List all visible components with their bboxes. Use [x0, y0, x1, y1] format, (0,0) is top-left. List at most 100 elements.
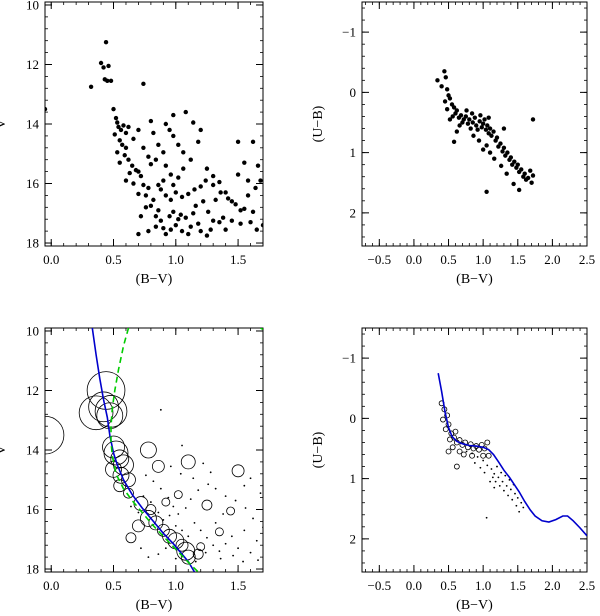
x-tick-label: −0.5 — [368, 252, 392, 267]
data-point — [218, 190, 223, 195]
data-point — [167, 127, 172, 133]
x-axis-label: (B−V) — [136, 598, 173, 613]
data-point — [176, 217, 181, 222]
membership-circle — [151, 459, 165, 473]
data-point — [158, 218, 164, 223]
data-point — [245, 193, 251, 198]
data-point-small — [515, 504, 518, 507]
data-point — [153, 214, 159, 219]
data-point — [138, 214, 144, 219]
data-point-small — [157, 553, 160, 556]
x-tick-label: 2.0 — [544, 252, 560, 267]
isochrone-line — [91, 328, 196, 572]
data-point — [179, 194, 185, 200]
data-point — [103, 39, 109, 45]
membership-circle — [139, 510, 157, 527]
data-point-small — [498, 484, 501, 487]
data-point — [505, 150, 510, 155]
data-point — [474, 123, 479, 128]
data-point — [210, 182, 216, 188]
x-tick-label: 1.0 — [475, 252, 491, 267]
data-point — [253, 185, 258, 191]
data-point — [482, 117, 487, 122]
data-point-small — [224, 542, 227, 545]
data-point — [439, 84, 444, 89]
y-tick-label: 0 — [350, 85, 357, 100]
data-point — [176, 142, 181, 148]
data-point — [504, 171, 509, 176]
membership-circle — [484, 439, 491, 446]
y-tick-label: 12 — [26, 383, 39, 398]
data-point — [447, 117, 453, 122]
data-point — [451, 139, 457, 144]
data-point — [131, 136, 136, 142]
membership-circle — [148, 515, 164, 531]
data-point — [117, 138, 122, 143]
data-point — [515, 162, 520, 167]
data-point — [171, 209, 176, 214]
x-tick-label: 0.5 — [440, 252, 456, 267]
data-point — [476, 138, 482, 143]
plot-frame — [44, 1, 264, 247]
membership-circle — [145, 504, 157, 515]
data-point — [186, 231, 191, 237]
y-axis-label: V — [0, 119, 9, 129]
data-point-small — [222, 513, 225, 515]
data-point — [468, 126, 473, 131]
data-point — [163, 121, 169, 127]
membership-circle — [161, 497, 171, 507]
data-point-small — [179, 472, 182, 475]
data-point — [121, 123, 126, 128]
data-point — [163, 163, 169, 168]
data-point — [198, 228, 203, 234]
data-point — [106, 63, 111, 69]
data-point — [193, 203, 198, 209]
data-point-small — [168, 514, 171, 517]
data-point — [454, 129, 460, 134]
x-tick-label: 0.5 — [105, 578, 121, 593]
data-point — [486, 115, 491, 120]
data-point — [447, 96, 453, 101]
data-point — [153, 224, 159, 229]
data-point-small — [140, 547, 142, 550]
membership-circle — [440, 416, 446, 423]
data-point — [141, 81, 146, 87]
data-point — [148, 203, 154, 209]
y-axis-label: (U−B) — [311, 105, 326, 142]
data-point-small — [511, 498, 514, 501]
data-point-small — [503, 489, 505, 492]
plot-frame — [44, 327, 264, 573]
data-point-small — [181, 444, 183, 447]
isochrone-dashed-line — [260, 328, 263, 331]
data-point — [111, 106, 116, 112]
isochrone-dashed-line — [110, 328, 199, 572]
data-point — [451, 105, 457, 110]
data-point — [156, 142, 161, 148]
data-point — [258, 178, 263, 183]
membership-circle — [449, 444, 456, 451]
data-point — [530, 173, 536, 178]
data-point-small — [187, 535, 190, 538]
membership-circle — [156, 523, 170, 537]
data-point — [196, 221, 201, 226]
data-point — [220, 215, 226, 220]
data-point-small — [501, 480, 504, 483]
data-point — [444, 107, 450, 112]
data-point — [161, 225, 166, 231]
y-tick-label: 14 — [26, 117, 40, 132]
data-point-small — [204, 551, 207, 554]
data-point-small — [259, 492, 262, 495]
data-point-small — [507, 494, 509, 497]
x-axis-label: (B−V) — [456, 598, 493, 613]
data-point-small — [214, 487, 217, 490]
data-point — [203, 178, 208, 183]
data-point-small — [130, 505, 132, 508]
data-point-small — [209, 471, 212, 474]
data-point — [186, 191, 191, 197]
data-point — [136, 127, 141, 133]
data-point-small — [207, 483, 210, 486]
data-point — [191, 211, 196, 216]
data-point — [108, 78, 114, 84]
data-point-small — [174, 557, 177, 560]
data-point — [161, 178, 166, 183]
